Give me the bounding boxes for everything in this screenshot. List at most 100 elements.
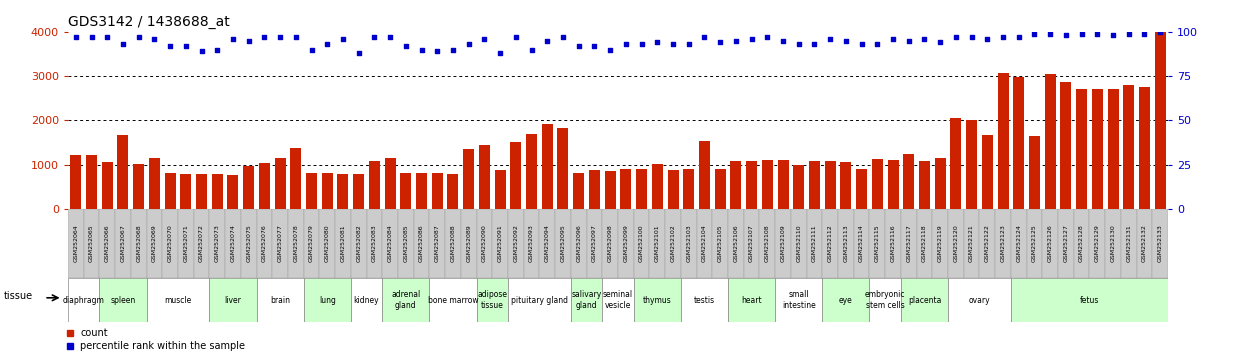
Bar — [464, 149, 475, 209]
Bar — [257, 209, 272, 278]
Text: GSM252078: GSM252078 — [293, 224, 298, 262]
Bar — [885, 209, 901, 278]
Bar — [84, 209, 99, 278]
Point — [1088, 31, 1107, 36]
Bar — [429, 209, 445, 278]
Bar — [351, 209, 367, 278]
Bar — [840, 162, 852, 209]
Text: diaphragm: diaphragm — [63, 296, 105, 304]
Text: heart: heart — [742, 296, 761, 304]
Bar — [180, 175, 192, 209]
Bar — [1042, 209, 1058, 278]
Text: GSM252103: GSM252103 — [686, 224, 691, 262]
Text: GSM252101: GSM252101 — [655, 224, 660, 262]
Text: GSM252106: GSM252106 — [733, 224, 738, 262]
Bar — [492, 209, 508, 278]
Bar — [934, 159, 946, 209]
Bar — [258, 163, 269, 209]
Bar — [997, 74, 1009, 209]
Text: GDS3142 / 1438688_at: GDS3142 / 1438688_at — [68, 16, 230, 29]
Text: GSM252096: GSM252096 — [576, 224, 581, 262]
Bar — [759, 209, 775, 278]
Text: salivary
gland: salivary gland — [571, 290, 602, 310]
Bar — [319, 209, 335, 278]
Bar — [1121, 209, 1137, 278]
Point — [506, 34, 525, 40]
Point — [66, 34, 85, 40]
Text: GSM252066: GSM252066 — [105, 224, 110, 262]
Bar — [698, 141, 709, 209]
Bar — [351, 278, 382, 322]
Bar — [1107, 89, 1119, 209]
Bar — [1027, 209, 1042, 278]
Bar — [335, 209, 351, 278]
Point — [475, 36, 494, 42]
Text: small
intestine: small intestine — [782, 290, 816, 310]
Point — [1041, 31, 1060, 36]
Text: GSM252089: GSM252089 — [466, 224, 471, 262]
Bar — [824, 161, 836, 209]
Text: spleen: spleen — [110, 296, 136, 304]
Bar — [794, 166, 805, 209]
Point — [601, 47, 620, 52]
Point — [459, 41, 478, 47]
Text: GSM252116: GSM252116 — [890, 224, 896, 262]
Bar — [227, 175, 239, 209]
Text: GSM252129: GSM252129 — [1095, 224, 1100, 262]
Bar — [791, 209, 807, 278]
Text: GSM252091: GSM252091 — [498, 224, 503, 262]
Text: GSM252112: GSM252112 — [828, 224, 833, 262]
Point — [962, 34, 981, 40]
Bar — [194, 209, 209, 278]
Bar — [117, 135, 129, 209]
Bar — [178, 209, 194, 278]
Text: GSM252090: GSM252090 — [482, 224, 487, 262]
Text: percentile rank within the sample: percentile rank within the sample — [80, 341, 245, 351]
Text: GSM252133: GSM252133 — [1158, 224, 1163, 262]
Bar — [932, 209, 948, 278]
Text: GSM252094: GSM252094 — [545, 224, 550, 262]
Text: adrenal
gland: adrenal gland — [392, 290, 420, 310]
Bar — [508, 209, 524, 278]
Bar — [164, 173, 176, 209]
Bar — [477, 278, 508, 322]
Bar — [887, 160, 899, 209]
Bar — [272, 209, 288, 278]
Bar — [414, 209, 429, 278]
Bar — [1060, 82, 1072, 209]
Text: tissue: tissue — [4, 291, 32, 301]
Text: lung: lung — [319, 296, 336, 304]
Bar — [288, 209, 304, 278]
Bar — [964, 209, 979, 278]
Point — [396, 43, 415, 49]
Bar — [948, 278, 1011, 322]
Bar — [478, 145, 489, 209]
Point — [302, 47, 321, 52]
Text: GSM252109: GSM252109 — [780, 224, 786, 262]
Bar — [539, 209, 555, 278]
Bar — [712, 209, 728, 278]
Point — [82, 34, 101, 40]
Bar — [1124, 85, 1135, 209]
Text: GSM252073: GSM252073 — [215, 224, 220, 262]
Text: GSM252087: GSM252087 — [435, 224, 440, 262]
Point — [255, 34, 274, 40]
Text: adipose
tissue: adipose tissue — [477, 290, 507, 310]
Bar — [99, 209, 115, 278]
Bar — [241, 209, 257, 278]
Bar — [747, 161, 758, 209]
Bar — [730, 161, 742, 209]
Text: GSM252099: GSM252099 — [623, 224, 628, 262]
Text: GSM252128: GSM252128 — [1079, 224, 1084, 262]
Text: GSM252105: GSM252105 — [718, 224, 723, 262]
Text: GSM252079: GSM252079 — [309, 224, 314, 262]
Text: GSM252067: GSM252067 — [120, 224, 126, 262]
Point — [632, 41, 651, 47]
Text: GSM252104: GSM252104 — [702, 224, 707, 262]
Bar — [337, 175, 349, 209]
Bar — [979, 209, 995, 278]
Text: GSM252108: GSM252108 — [765, 224, 770, 262]
Bar — [99, 278, 147, 322]
Text: GSM252123: GSM252123 — [1000, 224, 1006, 262]
Bar — [775, 209, 791, 278]
